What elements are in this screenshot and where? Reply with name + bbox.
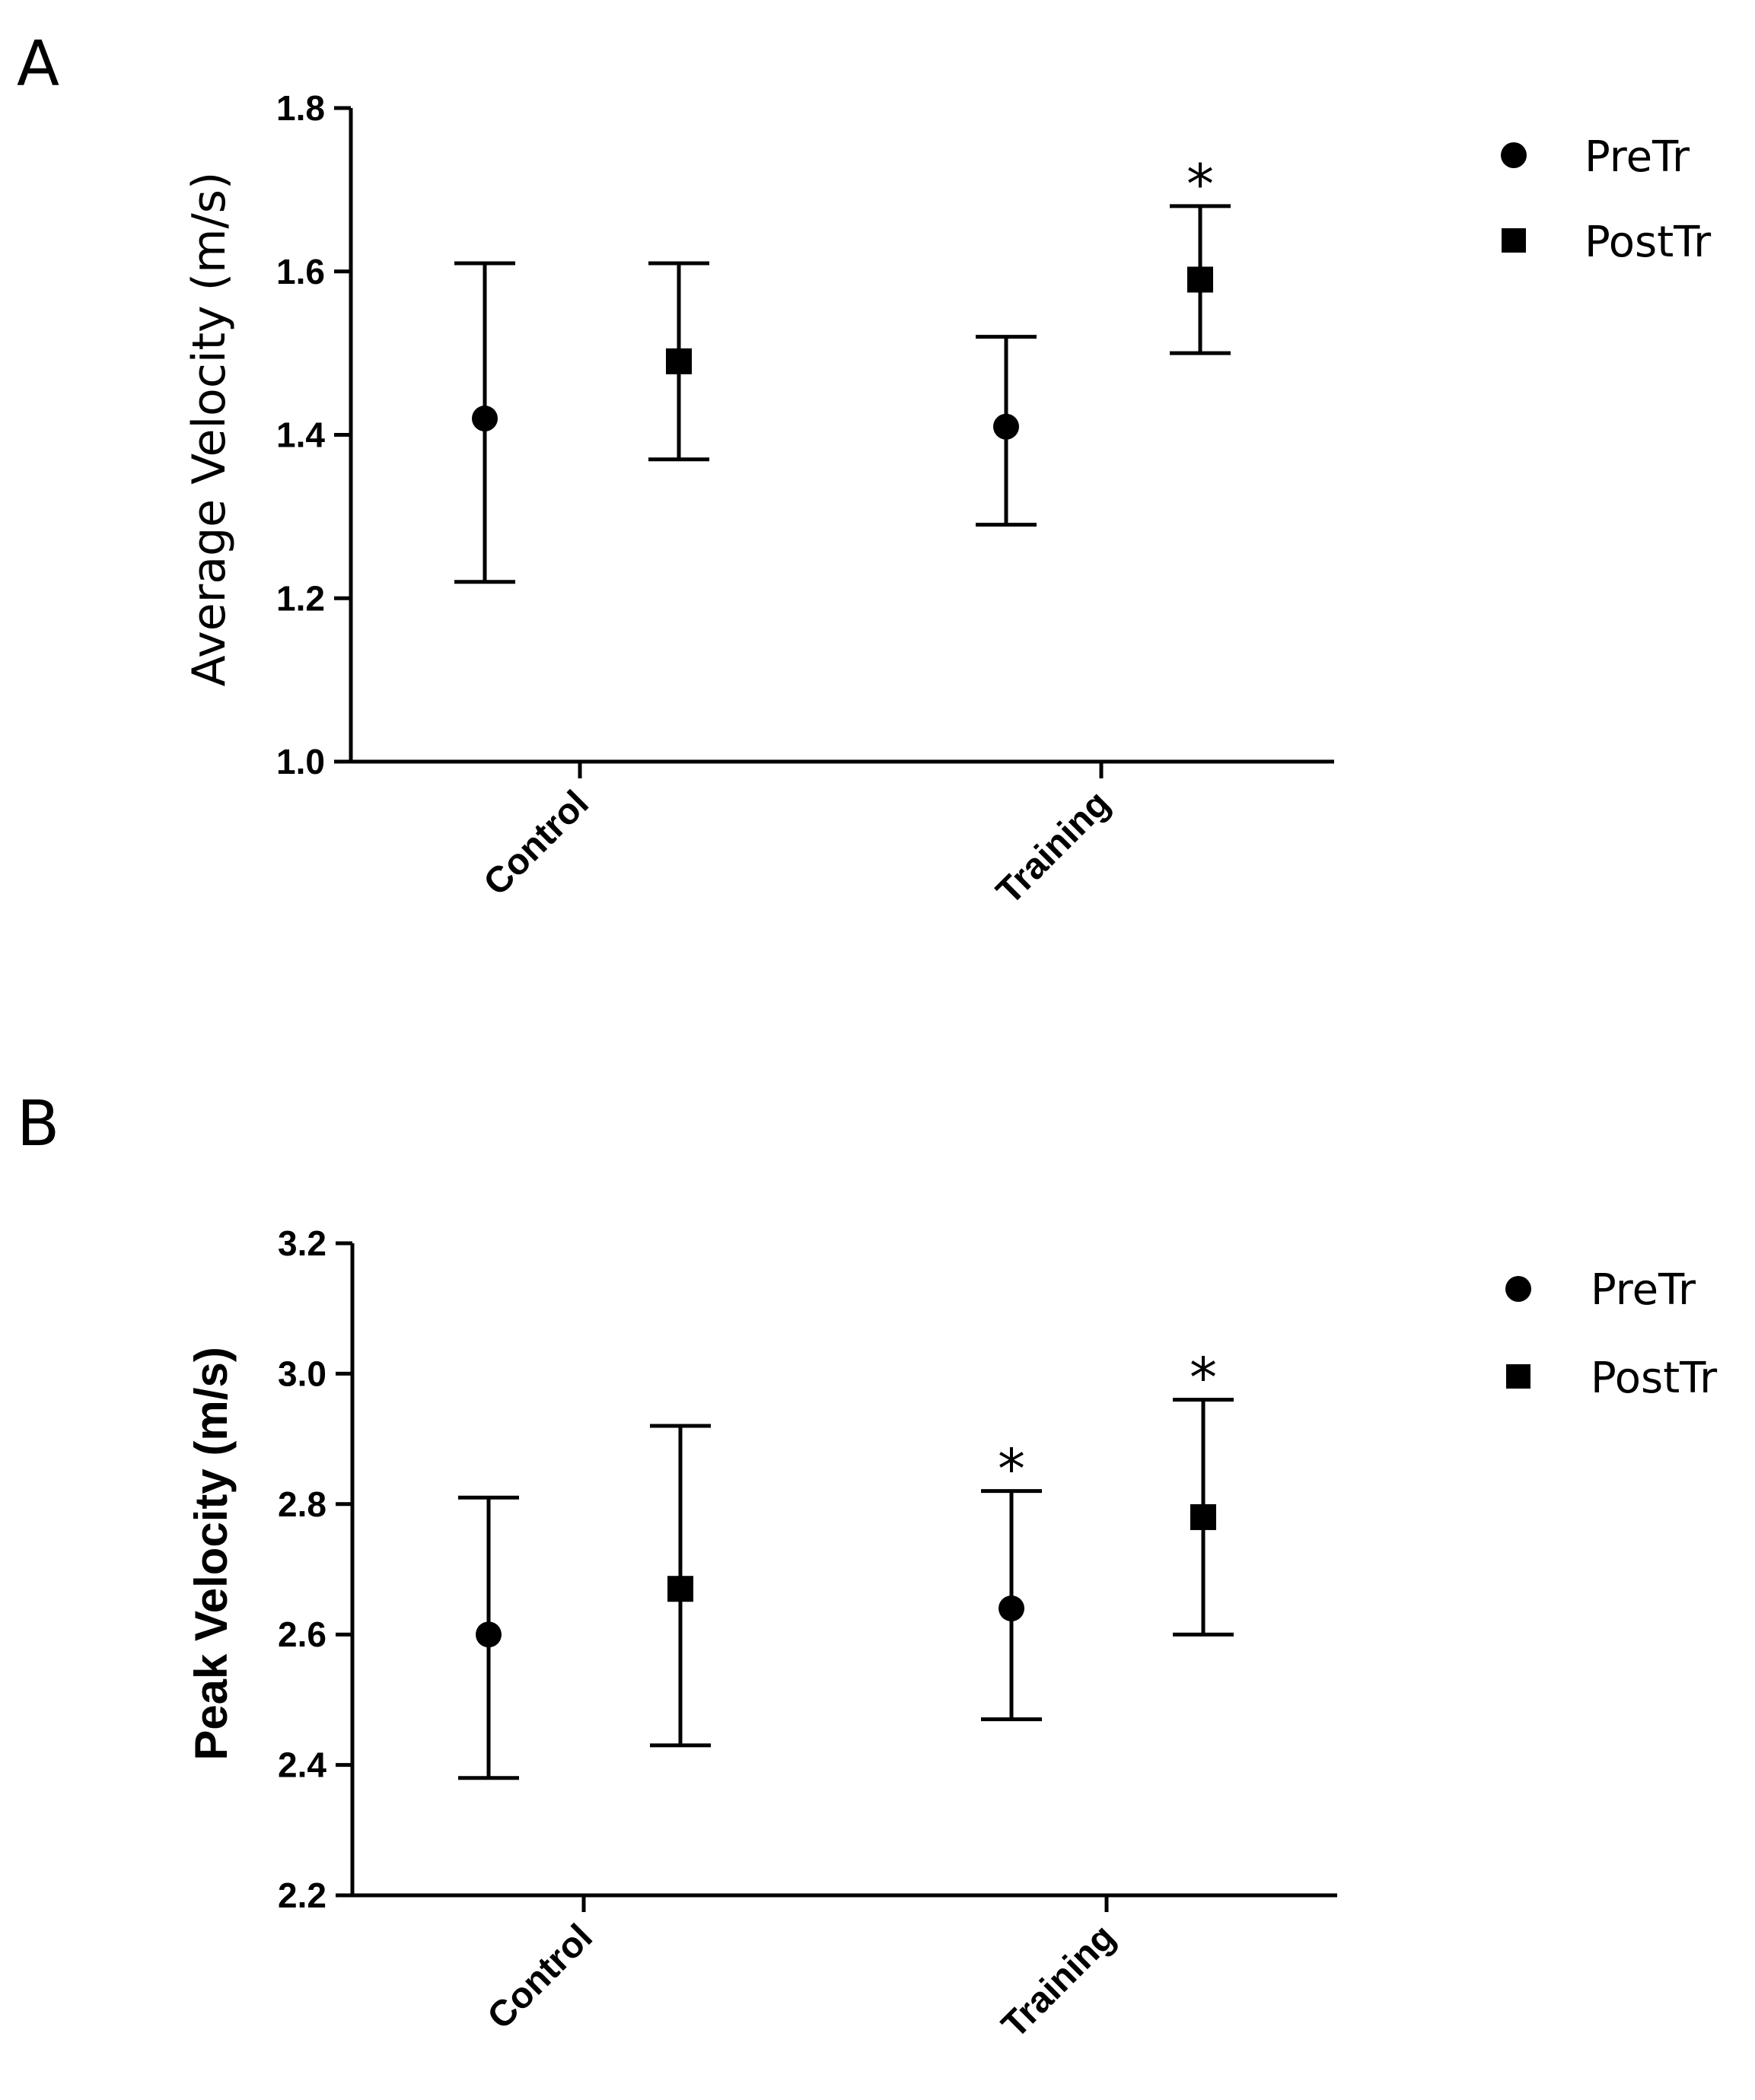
panel-a-y-axis-label: Average Velocity (m/s) [183, 172, 236, 687]
panel-a-x-ticks: Control Training [476, 762, 1118, 912]
panel-a-legend-posttr-label: PostTr [1585, 218, 1712, 267]
panel-b-category-label-control: Control [480, 1917, 600, 2037]
panel-b: B Peak Velocity (m/s) 2.2 2.4 2.6 2.8 3.0 3.2… [17, 1088, 1718, 2046]
panel-b-legend: PreTr PostTr [1505, 1265, 1718, 1403]
panel-b-y-axis-label: Peak Velocity (m/s) [186, 1347, 237, 1761]
panel-a-legend-pretr-label: PreTr [1585, 132, 1690, 182]
panel-a: A Average Velocity (m/s) 1.0 1.2 1.4 1.6 1.8… [17, 28, 1712, 912]
panel-a-category-label-control: Control [476, 783, 597, 903]
panel-b-x-ticks: Control Training [480, 1895, 1123, 2046]
panel-b-training-posttr-significance: * [1190, 1346, 1217, 1410]
panel-a-y-tick-label: 1.0 [276, 742, 325, 781]
panel-b-training-posttr-point [1190, 1503, 1216, 1530]
panel-a-marks: * [454, 152, 1231, 584]
panel-a-control-pretr-point [472, 406, 498, 432]
panel-a-y-tick-label: 1.6 [276, 252, 325, 291]
panel-a-legend-pretr-marker [1501, 142, 1527, 168]
panel-a-legend: PreTr PostTr [1501, 132, 1712, 267]
panel-a-y-ticks: 1.0 1.2 1.4 1.6 1.8 [276, 88, 351, 781]
panel-a-y-tick-label: 1.2 [276, 578, 325, 618]
panel-a-control-posttr-point [666, 348, 692, 374]
panel-b-category-label-training: Training [994, 1917, 1123, 2045]
panel-a-training-posttr-significance: * [1186, 152, 1214, 216]
panel-a-training-pretr-point [993, 413, 1019, 440]
panel-b-legend-pretr-marker [1505, 1276, 1531, 1302]
panel-a-letter: A [17, 28, 59, 100]
panel-b-legend-posttr-label: PostTr [1591, 1354, 1718, 1403]
panel-a-legend-posttr-marker [1502, 228, 1526, 253]
panel-b-y-tick-label: 2.2 [278, 1876, 326, 1915]
panel-a-y-tick-label: 1.8 [276, 88, 325, 128]
panel-b-y-tick-label: 3.2 [278, 1223, 326, 1263]
panel-b-control-posttr-point [667, 1576, 693, 1602]
panel-b-y-tick-label: 2.8 [278, 1484, 326, 1524]
panel-a-y-tick-label: 1.4 [276, 415, 325, 455]
panel-b-letter: B [17, 1088, 59, 1160]
panel-b-y-ticks: 2.2 2.4 2.6 2.8 3.0 3.2 [278, 1223, 352, 1915]
panel-a-training-posttr-point [1187, 266, 1213, 293]
panel-a-category-label-training: Training [989, 783, 1117, 912]
panel-b-marks: ** [458, 1346, 1234, 1780]
panel-b-legend-pretr-label: PreTr [1591, 1265, 1696, 1315]
panel-b-training-pretr-point [999, 1595, 1024, 1621]
panel-b-control-pretr-point [476, 1621, 502, 1648]
panel-b-legend-posttr-marker [1506, 1364, 1530, 1389]
panel-b-y-tick-label: 2.6 [278, 1615, 326, 1654]
panel-b-training-pretr-significance: * [998, 1437, 1025, 1501]
panel-b-y-tick-label: 3.0 [278, 1354, 326, 1393]
panel-b-y-tick-label: 2.4 [278, 1745, 326, 1785]
